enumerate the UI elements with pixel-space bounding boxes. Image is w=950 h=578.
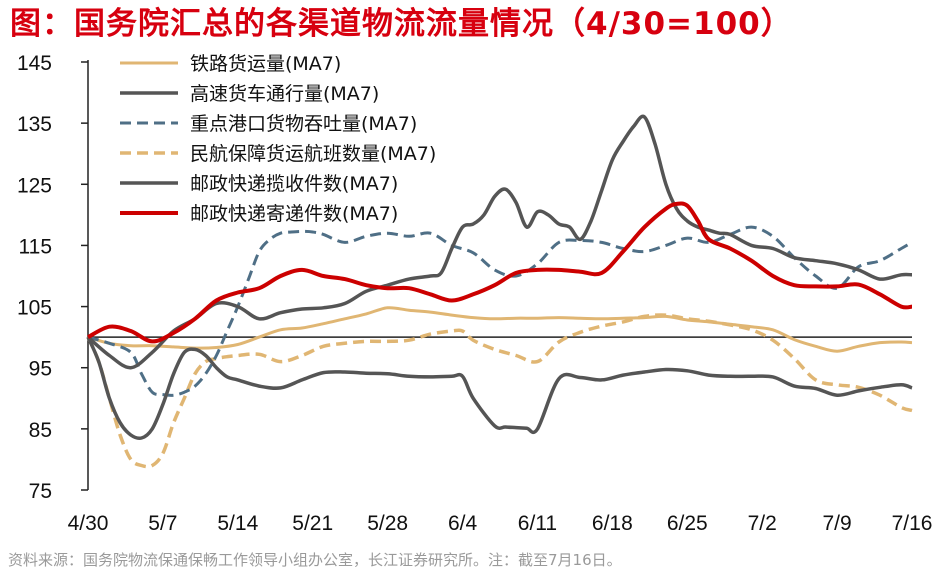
x-tick-label: 6/4 [448, 512, 478, 535]
y-tick-label: 115 [19, 235, 52, 258]
legend: 铁路货运量(MA7) 高速货车通行量(MA7) 重点港口货物吞吐量(MA7) 民航保障… [120, 53, 436, 225]
legend-label: 重点港口货物吞吐量(MA7) [190, 113, 417, 135]
legend-label: 民航保障货运航班数量(MA7) [190, 143, 436, 165]
y-tick-label: 105 [17, 297, 52, 320]
legend-label: 高速货车通行量(MA7) [190, 83, 379, 105]
y-tick-label: 145 [17, 52, 52, 75]
x-tick-label: 5/28 [367, 512, 408, 535]
legend-label: 邮政快递寄递件数(MA7) [190, 203, 398, 225]
series-line-4 [86, 313, 913, 469]
legend-label: 铁路货运量(MA7) [190, 53, 341, 75]
x-tick-label: 6/25 [667, 512, 708, 535]
series-line-2 [86, 336, 913, 441]
y-tick-label: 75 [29, 480, 52, 503]
y-axis: 75 85 95 105 115 125 135 145 [17, 52, 89, 503]
y-tick-label: 85 [29, 419, 52, 442]
y-tick-label: 125 [17, 174, 52, 197]
series-line-6 [87, 201, 913, 344]
source-note: 资料来源：国务院物流保通保畅工作领导小组办公室，长江证券研究所。注：截至7月16… [8, 551, 622, 569]
series-line-1 [87, 306, 913, 353]
x-axis: 4/30 5/7 5/14 5/21 5/28 6/4 6/11 6/18 6/25 7/2 7/9… [68, 512, 933, 535]
x-tick-label: 6/11 [518, 512, 557, 535]
chart-title: 图：国务院汇总的各渠道物流流量情况（4/30=100） [10, 6, 793, 42]
x-tick-label: 4/30 [68, 512, 109, 535]
y-tick-label: 95 [29, 358, 52, 381]
x-tick-label: 5/7 [148, 512, 177, 535]
x-tick-label: 5/21 [292, 512, 333, 535]
x-tick-label: 7/2 [748, 512, 777, 535]
y-tick-label: 135 [17, 113, 52, 136]
x-tick-label: 5/14 [217, 512, 258, 535]
x-tick-label: 6/18 [592, 512, 633, 535]
legend-label: 邮政快递揽收件数(MA7) [190, 173, 398, 195]
series-lines [86, 114, 913, 469]
series-line-3 [87, 225, 913, 397]
series-line-5 [86, 114, 913, 370]
x-tick-label: 7/16 [892, 512, 933, 535]
x-tick-label: 7/9 [822, 512, 851, 535]
